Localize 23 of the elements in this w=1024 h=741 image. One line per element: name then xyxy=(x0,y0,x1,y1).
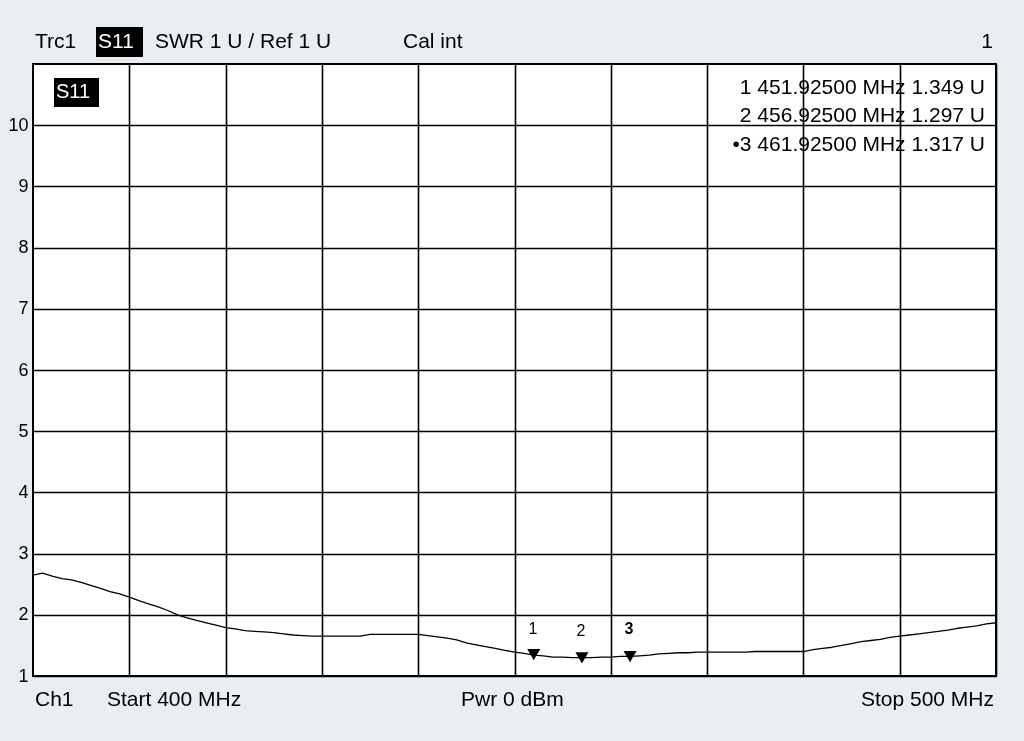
y-tick-label: 5 xyxy=(18,420,29,441)
text: SWR 1 U / Ref 1 U xyxy=(155,29,332,52)
text: 1 xyxy=(981,29,993,52)
text: Cal int xyxy=(403,29,463,52)
y-tick-label: 9 xyxy=(18,175,29,196)
annotation: 1 xyxy=(528,620,538,637)
y-tick-label: 2 xyxy=(18,604,29,625)
annotation: 2 xyxy=(576,622,586,639)
text: S11 xyxy=(98,29,134,52)
text: Start 400 MHz xyxy=(107,687,242,710)
annotation: S11 xyxy=(56,80,91,102)
y-tick-label: 4 xyxy=(18,481,29,502)
chart-title: Trc1 xyxy=(35,29,77,52)
text: Ch1 xyxy=(35,687,74,710)
y-tick-label: 6 xyxy=(18,359,29,380)
y-tick-label: 3 xyxy=(18,543,29,564)
y-tick-label: 8 xyxy=(18,237,29,258)
y-tick-label: 7 xyxy=(18,298,29,319)
y-tick-label: 10 xyxy=(8,114,29,135)
text: Pwr 0 dBm xyxy=(461,687,564,710)
annotation: 3 xyxy=(624,620,634,637)
y-tick-label: 1 xyxy=(18,665,29,686)
text: Stop 500 MHz xyxy=(860,687,994,710)
